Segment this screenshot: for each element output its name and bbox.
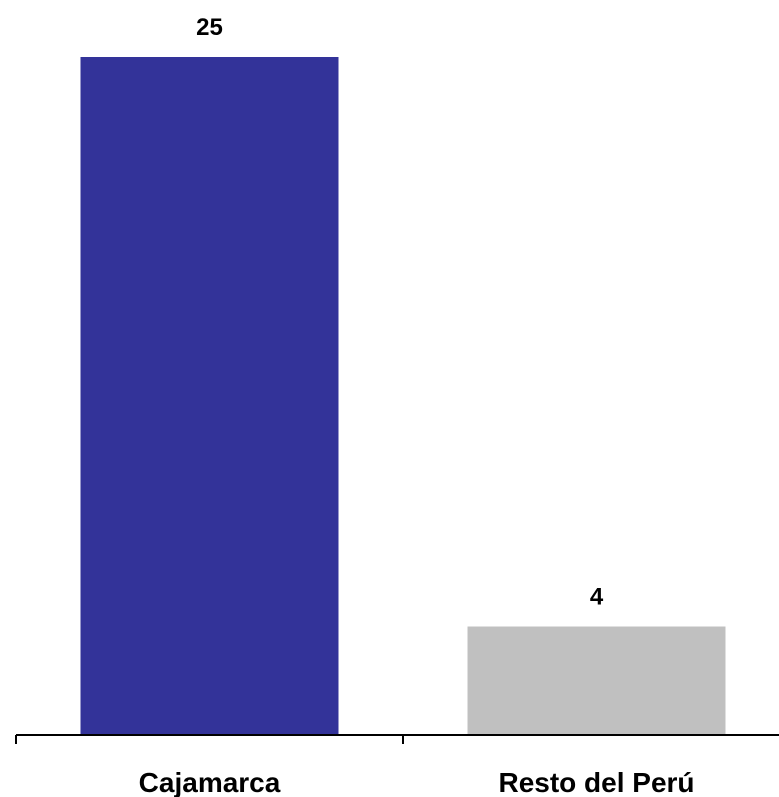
data-label: 4	[590, 584, 604, 611]
bar-cajamarca	[80, 57, 339, 735]
bar-resto-del-per-	[467, 626, 726, 735]
x-tick-label: Cajamarca	[139, 767, 281, 797]
data-label: 25	[196, 14, 223, 41]
x-axis	[15, 734, 779, 744]
x-tick-label: Resto del Perú	[498, 767, 694, 797]
data-labels-layer: 25 Cajamarca 4 Resto del Perú	[139, 14, 695, 797]
bars-layer	[80, 57, 726, 735]
